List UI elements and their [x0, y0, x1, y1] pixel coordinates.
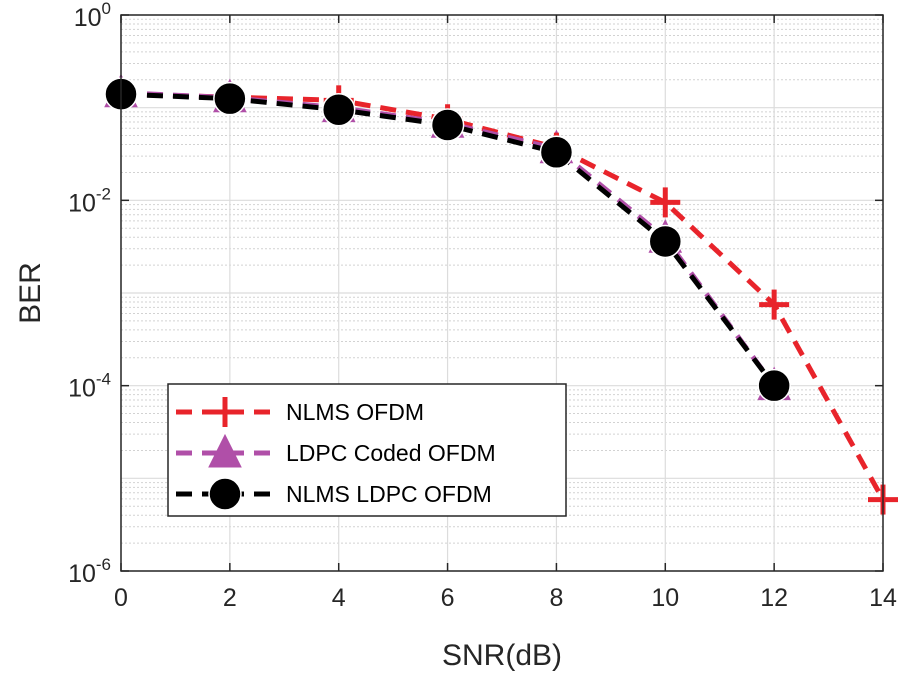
x-tick-label: 8 [549, 584, 563, 612]
legend-marker [210, 397, 240, 427]
marker-series-3 [648, 224, 683, 259]
axis-ticks [120, 14, 884, 572]
x-tick-label: 10 [651, 584, 679, 612]
plot-frame [120, 14, 884, 572]
y-axis-label: BER [14, 262, 47, 324]
marker-series-1 [650, 187, 681, 218]
marker-series-3 [430, 108, 465, 142]
legend-marker [208, 477, 242, 511]
marker-series-3 [539, 135, 574, 170]
x-axis-label: SNR(dB) [442, 639, 562, 672]
x-tick-label: 6 [441, 584, 455, 612]
x-tick-label: 4 [332, 584, 346, 612]
marker-series-3 [213, 81, 247, 116]
x-tick-label: 12 [760, 584, 788, 612]
y-tick-label: 10-6 [68, 555, 111, 588]
legend-label: LDPC Coded OFDM [286, 440, 496, 466]
y-tick-labels: 100 10-2 10-4 10-6 [68, 0, 111, 588]
marker-series-3 [757, 368, 791, 403]
x-tick-label: 2 [223, 584, 237, 612]
series-line-1 [120, 91, 886, 501]
x-tick-label: 0 [114, 584, 128, 612]
legend: NLMS OFDM LDPC Coded OFDM NLMS LDPC OFDM [167, 383, 567, 517]
y-tick-label: 10-2 [68, 184, 111, 217]
marker-series-3 [321, 92, 356, 127]
x-tick-label: 14 [869, 584, 897, 612]
x-tick-labels: 0 2 4 6 8 10 12 14 [114, 584, 897, 612]
y-tick-label: 10-4 [68, 370, 111, 403]
y-tick-label: 100 [74, 0, 111, 32]
legend-label: NLMS OFDM [286, 399, 424, 425]
legend-label: NLMS LDPC OFDM [286, 481, 492, 507]
legend-marker [208, 433, 242, 468]
marker-series-1 [759, 289, 790, 320]
